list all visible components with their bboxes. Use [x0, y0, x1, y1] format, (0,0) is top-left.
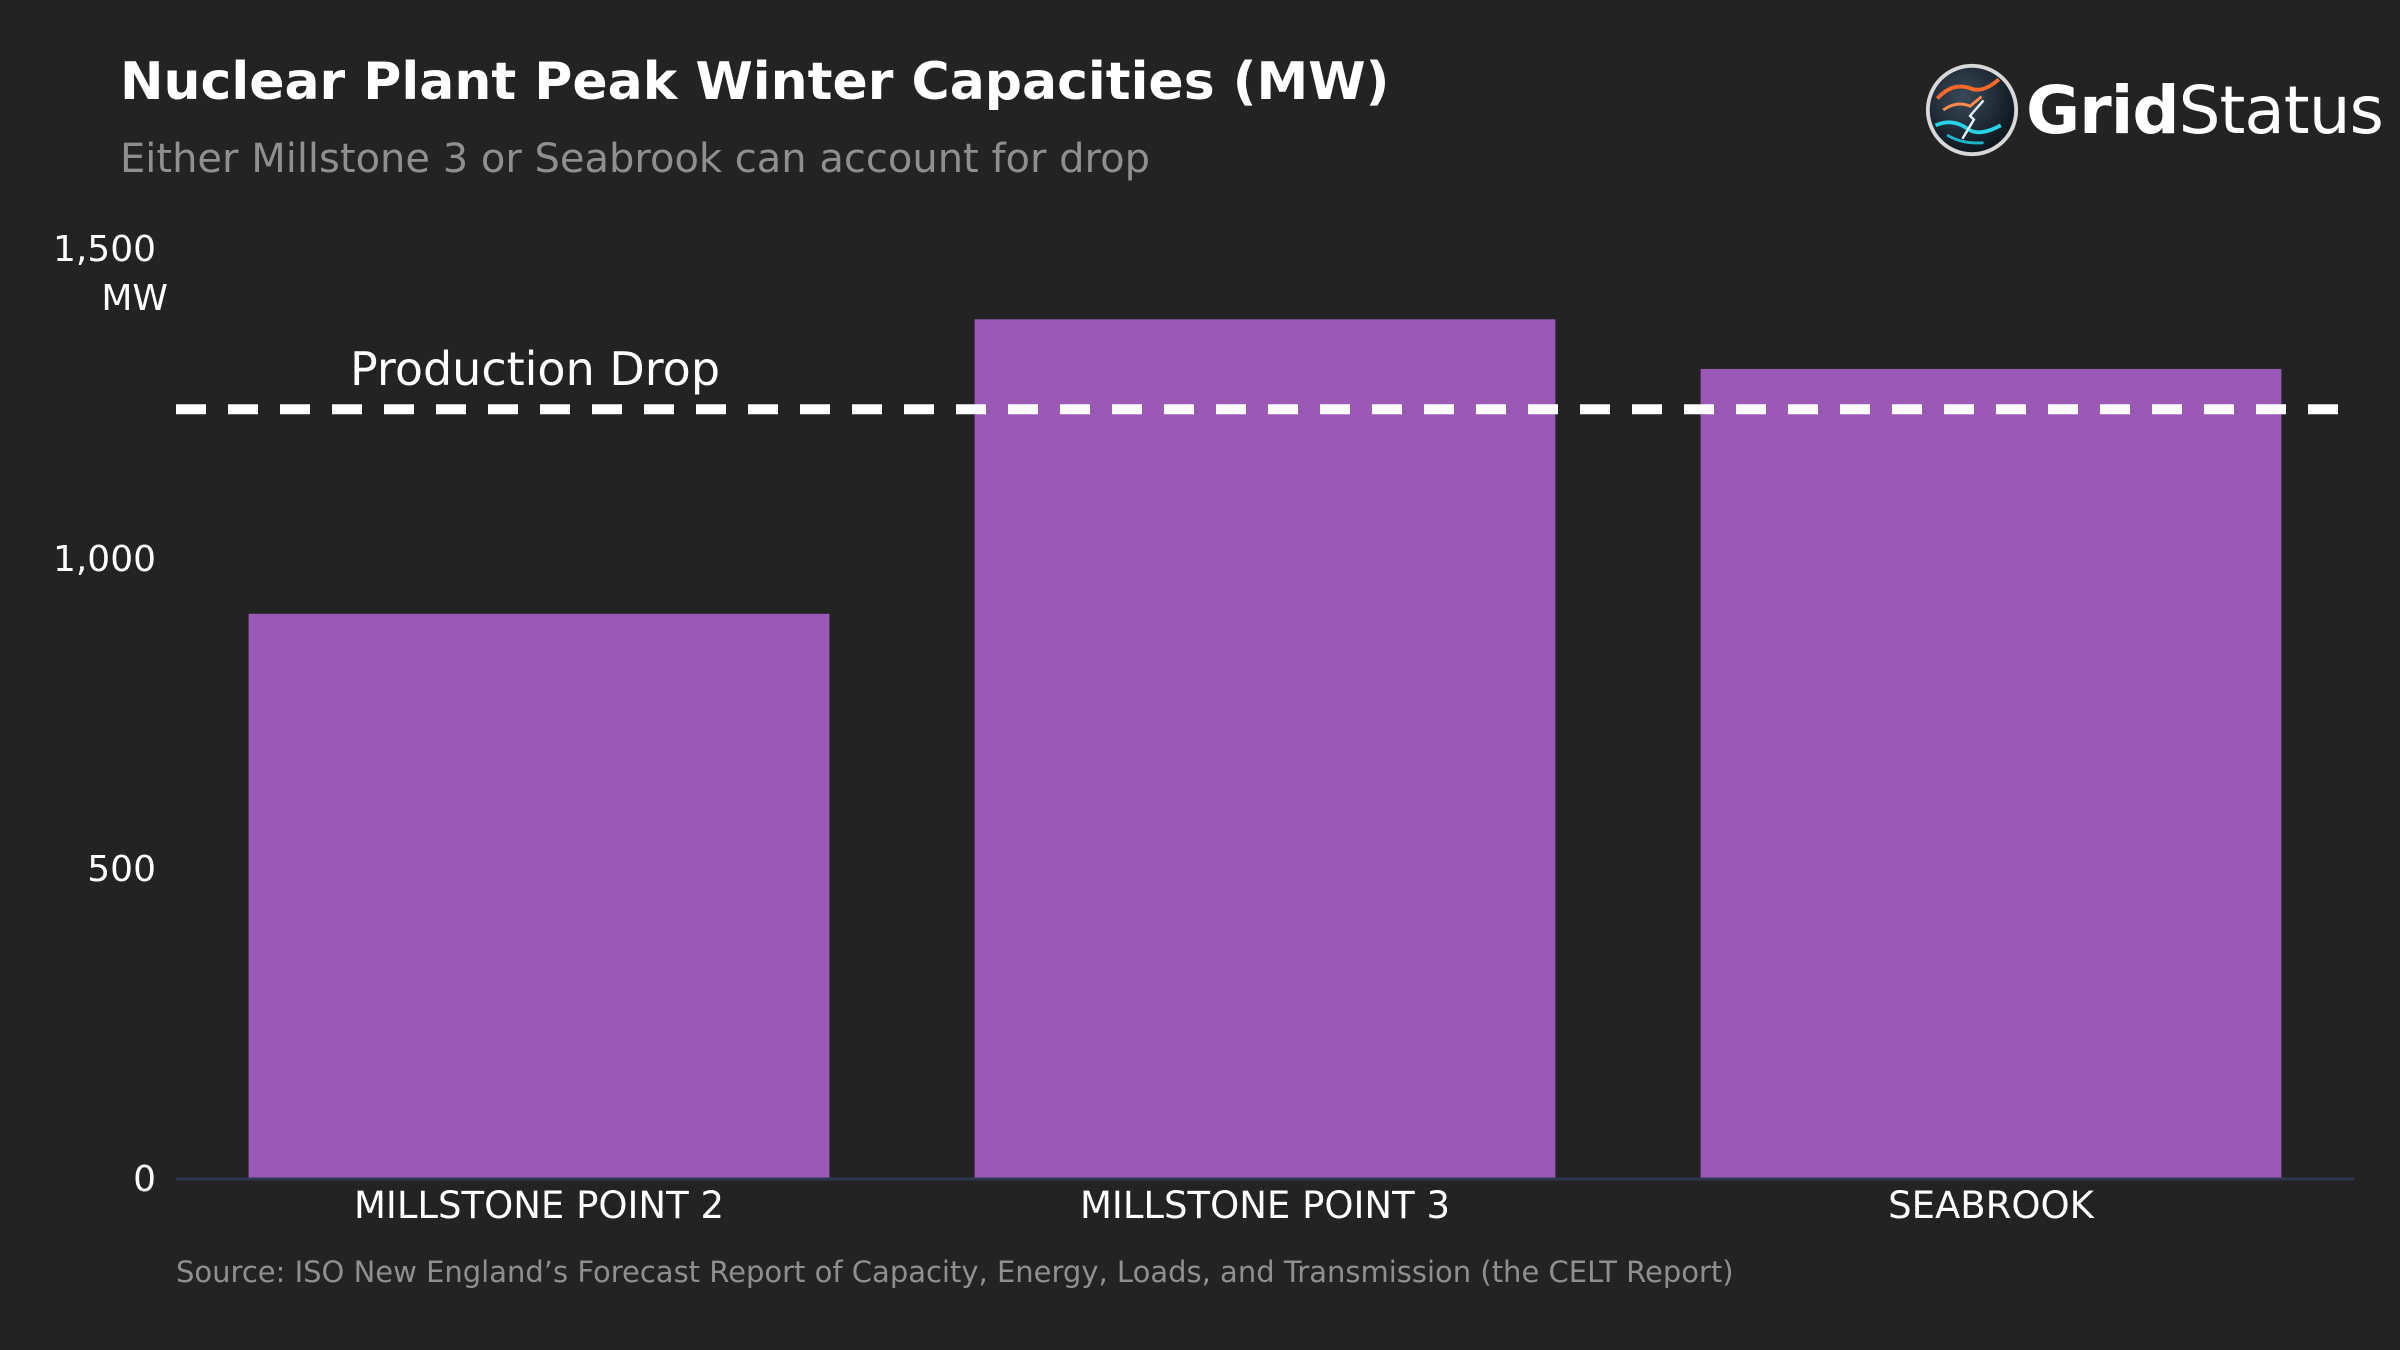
globe-icon: [1925, 63, 2019, 157]
chart-title: Nuclear Plant Peak Winter Capacities (MW…: [120, 52, 1390, 112]
logo-text-status: Status: [2178, 71, 2384, 149]
x-tick-label: MILLSTONE POINT 2: [354, 1184, 724, 1227]
bar-1: [248, 613, 830, 1178]
x-tick-label: MILLSTONE POINT 3: [1080, 1184, 1450, 1227]
y-tick-label: 500: [87, 849, 156, 890]
chart-subtitle: Either Millstone 3 or Seabrook can accou…: [120, 136, 1150, 182]
logo-text-grid: Grid: [2026, 71, 2180, 149]
bar-3: [1700, 368, 2282, 1178]
bar-2: [974, 319, 1556, 1178]
y-tick-label: 0: [133, 1159, 156, 1200]
gridstatus-logo: GridStatus: [1924, 62, 2384, 158]
y-tick-label: 1,500: [53, 229, 156, 270]
source-note: Source: ISO New England’s Forecast Repor…: [176, 1255, 1734, 1289]
y-tick-label: 1,000: [53, 539, 156, 580]
y-axis-unit-label: MW: [101, 278, 168, 319]
production-drop-label: Production Drop: [350, 342, 720, 396]
x-tick-label: SEABROOK: [1888, 1184, 2096, 1227]
